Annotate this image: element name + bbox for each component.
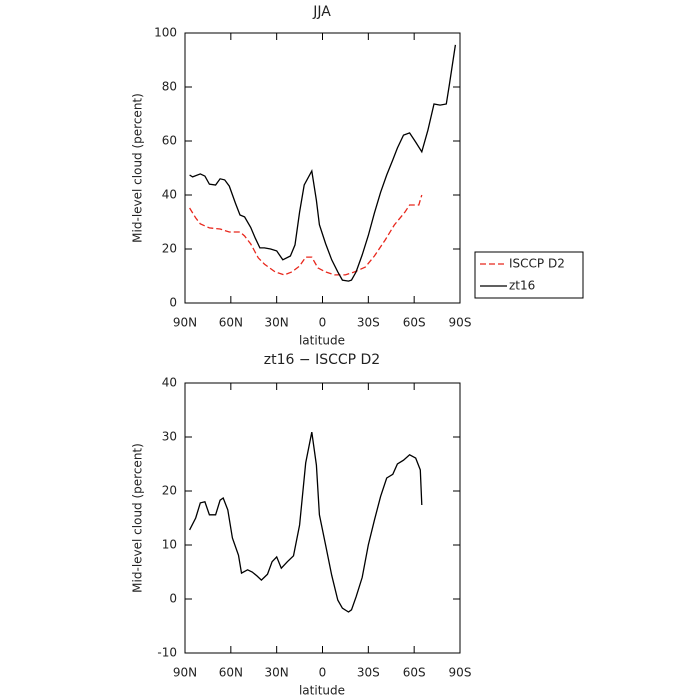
data-line [189,44,457,282]
y-tick-label: 80 [162,80,177,94]
x-tick-label: 30S [357,666,380,680]
x-axis-label: latitude [299,334,345,348]
legend-label: zt16 [509,279,535,293]
y-tick-label: 20 [162,484,177,498]
x-tick-label: 60S [403,666,426,680]
x-tick-label: 90S [449,316,472,330]
legend-box [474,251,584,299]
y-axis-label: Mid-level cloud (percent) [131,93,145,243]
x-tick-label: 30N [265,666,289,680]
x-tick-label: 60N [219,666,243,680]
y-tick-label: 40 [162,376,177,390]
y-tick-label: 60 [162,134,177,148]
y-tick-label: 0 [169,296,177,310]
y-tick-label: 40 [162,188,177,202]
x-tick-label: 30N [265,316,289,330]
x-tick-label: 60N [219,316,243,330]
y-tick-label: 0 [169,592,177,606]
plot-frame [184,382,461,654]
y-tick-label: 10 [162,538,177,552]
chart-title: zt16 − ISCCP D2 [264,352,380,368]
plot-frame [184,32,461,304]
x-tick-label: 90N [173,666,197,680]
legend-label: ISCCP D2 [509,257,565,271]
x-tick-label: 0 [319,666,327,680]
y-tick-label: 100 [154,26,177,40]
chart-title: JJA [312,4,331,20]
x-tick-label: 90S [449,666,472,680]
y-axis-label: Mid-level cloud (percent) [131,443,145,593]
y-tick-label: 30 [162,430,177,444]
x-tick-label: 0 [319,316,327,330]
x-tick-label: 90N [173,316,197,330]
x-tick-label: 60S [403,316,426,330]
x-axis-label: latitude [299,684,345,698]
data-line [189,194,423,276]
data-line [189,431,423,613]
y-tick-label: 20 [162,242,177,256]
x-tick-label: 30S [357,316,380,330]
y-tick-label: -10 [157,646,177,660]
